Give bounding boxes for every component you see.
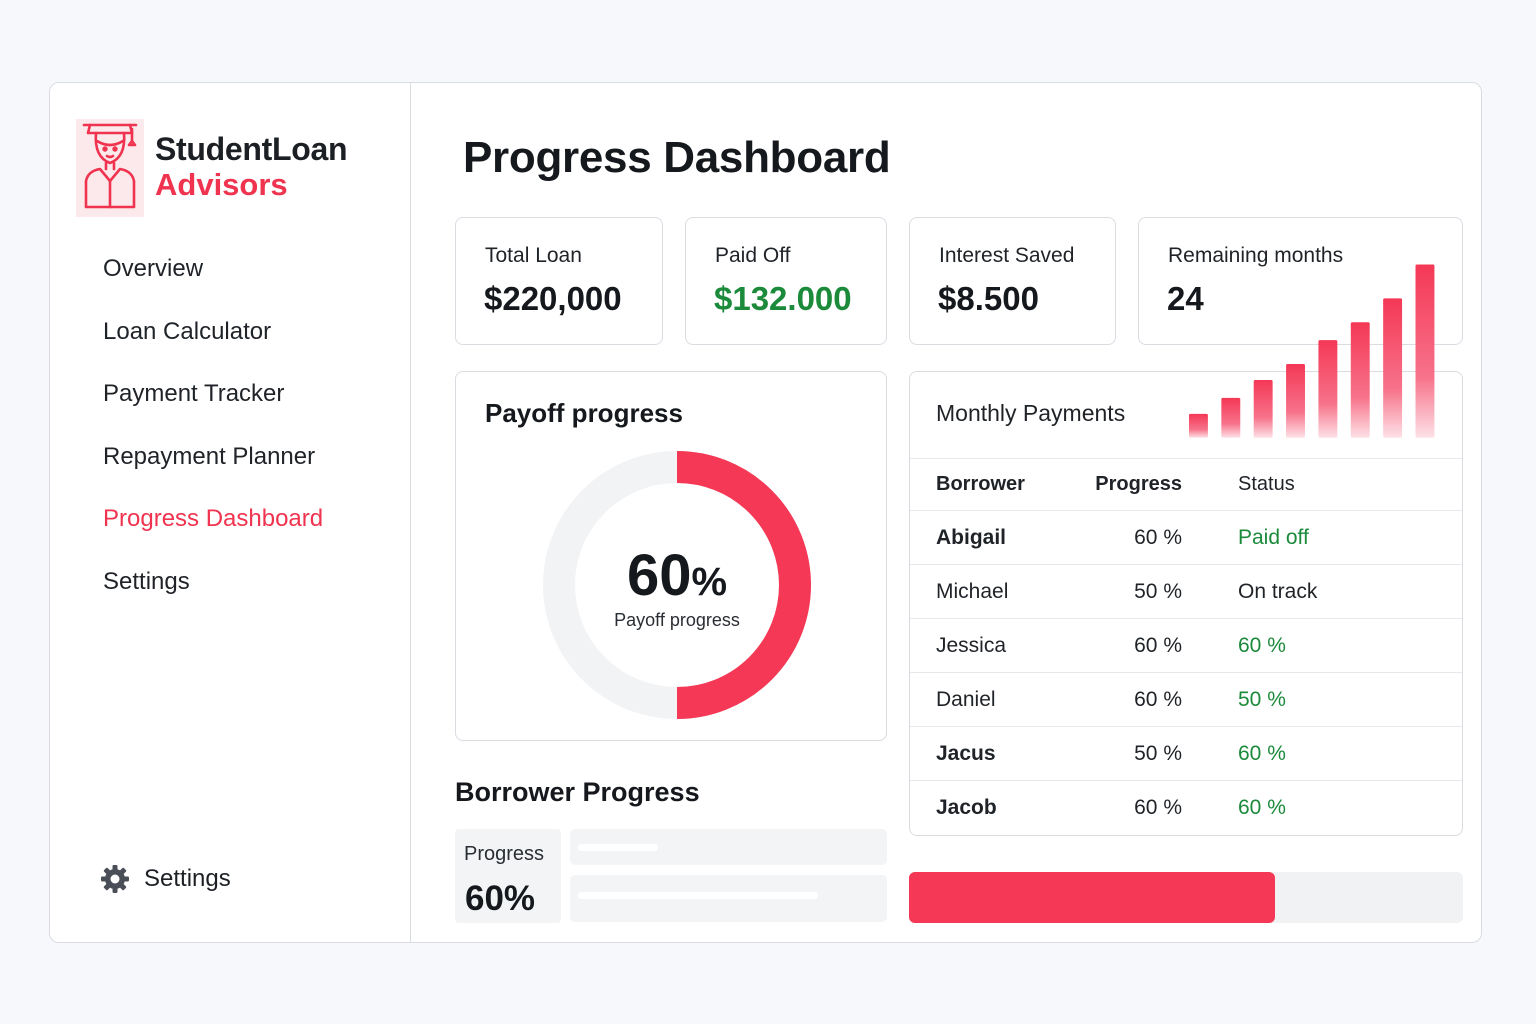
sidebar: StudentLoan Advisors Overview Loan Calcu… xyxy=(50,83,411,942)
sidebar-footer-settings[interactable]: Settings xyxy=(100,864,231,894)
gear-icon xyxy=(101,865,129,893)
stat-card-interest-saved: Interest Saved $8.500 xyxy=(909,217,1116,345)
payoff-caption: Payoff progress xyxy=(614,610,740,630)
stat-card-total-loan: Total Loan $220,000 xyxy=(455,217,663,345)
stat-value: $220,000 xyxy=(484,280,622,317)
borrower-name: Jacob xyxy=(936,796,997,819)
borrower-progress-label: Progress xyxy=(464,843,545,865)
graduate-icon xyxy=(76,119,144,217)
payoff-donut-arc xyxy=(676,451,811,719)
sidebar-item-payment-tracker[interactable]: Payment Tracker xyxy=(103,380,285,407)
skeleton-row xyxy=(570,875,887,922)
brand-subname: Advisors xyxy=(155,167,288,202)
borrower-status: 50 % xyxy=(1238,687,1286,711)
borrower-progress: 60 % xyxy=(1134,687,1182,711)
borrower-progress-summary: Progress 60% xyxy=(455,829,561,923)
stat-value: $8.500 xyxy=(938,280,1039,317)
borrower-table: Borrower Progress Status Abigail 60 % Pa… xyxy=(910,458,1462,835)
main-content: Progress Dashboard Total Loan $220,000 P… xyxy=(411,83,1481,942)
stat-card-remaining-months: Remaining months 24 xyxy=(1138,217,1463,345)
table-row[interactable]: Abigail 60 % Paid off xyxy=(910,511,1462,565)
table-header-row: Borrower Progress Status xyxy=(910,458,1462,511)
monthly-payments-title: Monthly Payments xyxy=(936,400,1126,426)
brand-logo[interactable]: StudentLoan Advisors xyxy=(76,119,376,219)
monthly-payment-bar xyxy=(1253,379,1273,438)
table-row[interactable]: Jacob 60 % 60 % xyxy=(910,781,1462,835)
monthly-payments-card: Monthly Payments Borrower Progress Statu… xyxy=(909,264,1463,836)
borrower-progress: 60 % xyxy=(1134,796,1182,819)
sidebar-nav: Overview Loan Calculator Payment Tracker… xyxy=(103,255,383,630)
borrower-progress: 50 % xyxy=(1134,741,1182,765)
stat-label: Remaining months xyxy=(1168,244,1344,267)
monthly-payment-bar xyxy=(1188,413,1208,438)
stat-value: $132.000 xyxy=(714,280,852,317)
overall-progress-bar xyxy=(909,872,1463,923)
sidebar-item-overview[interactable]: Overview xyxy=(103,255,204,282)
table-row[interactable]: Jessica 60 % 60 % xyxy=(910,619,1462,673)
payoff-card-title: Payoff progress xyxy=(485,398,683,428)
borrower-progress: 60 % xyxy=(1134,633,1182,657)
payoff-donut-chart xyxy=(543,451,811,719)
borrower-progress-title: Borrower Progress xyxy=(455,777,700,807)
brand-name: StudentLoan xyxy=(155,131,348,167)
donut-center: 60% Payoff progress xyxy=(542,450,812,720)
overall-progress-fill xyxy=(909,872,1275,923)
stat-label: Total Loan xyxy=(485,244,582,267)
monthly-payment-bar xyxy=(1286,364,1305,438)
sidebar-item-settings[interactable]: Settings xyxy=(103,567,190,595)
sidebar-item-progress-dashboard[interactable]: Progress Dashboard xyxy=(103,505,324,532)
borrower-status: 60 % xyxy=(1238,633,1286,657)
column-header-borrower[interactable]: Borrower xyxy=(936,473,1025,495)
payoff-progress-card: Payoff progress 60% Payoff progress xyxy=(455,371,887,741)
table-row[interactable]: Michael 50 % On track xyxy=(910,565,1462,619)
stat-card-paid-off: Paid Off $132.000 xyxy=(685,217,887,345)
stat-value: 24 xyxy=(1167,280,1204,317)
stat-label: Interest Saved xyxy=(939,244,1075,267)
borrower-status: 60 % xyxy=(1238,741,1286,765)
borrower-name: Jacus xyxy=(936,741,996,765)
skeleton-line xyxy=(578,892,818,899)
borrower-progress-value: 60% xyxy=(465,879,536,918)
borrower-name: Michael xyxy=(936,579,1009,603)
skeleton-line xyxy=(578,844,658,851)
monthly-payment-bar xyxy=(1221,397,1241,438)
payoff-percent-number: 60 xyxy=(626,543,692,608)
column-header-status[interactable]: Status xyxy=(1238,473,1295,495)
borrower-progress: 60 % xyxy=(1134,525,1182,549)
sidebar-item-repayment-planner[interactable]: Repayment Planner xyxy=(103,442,316,470)
skeleton-row xyxy=(570,829,887,865)
app-window: StudentLoan Advisors Overview Loan Calcu… xyxy=(49,82,1482,943)
borrower-name: Daniel xyxy=(936,687,996,711)
borrower-status: On track xyxy=(1238,579,1318,603)
sidebar-item-loan-calculator[interactable]: Loan Calculator xyxy=(103,317,272,345)
table-row[interactable]: Daniel 60 % 50 % xyxy=(910,673,1462,727)
table-row[interactable]: Jacus 50 % 60 % xyxy=(910,727,1462,781)
payoff-percent-sign: % xyxy=(691,560,728,604)
borrower-status: 60 % xyxy=(1238,796,1286,819)
sidebar-footer-label: Settings xyxy=(144,865,231,892)
monthly-payment-bar xyxy=(1318,340,1338,438)
borrower-name: Jessica xyxy=(936,633,1007,657)
page-title: Progress Dashboard xyxy=(463,133,891,182)
payoff-percent: 60% xyxy=(542,542,812,609)
column-header-progress[interactable]: Progress xyxy=(1095,473,1182,495)
borrower-name: Abigail xyxy=(936,525,1007,549)
stat-label: Paid Off xyxy=(715,244,791,267)
borrower-status: Paid off xyxy=(1238,525,1309,549)
borrower-progress: 50 % xyxy=(1134,579,1182,603)
